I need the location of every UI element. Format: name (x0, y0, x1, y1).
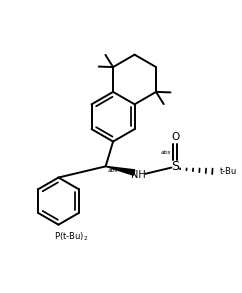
Polygon shape (106, 166, 135, 175)
Text: S: S (171, 160, 179, 173)
Text: abs: abs (108, 168, 118, 173)
Text: abs: abs (161, 150, 172, 155)
Text: NH: NH (130, 170, 145, 180)
Text: O: O (171, 132, 179, 142)
Text: t-Bu: t-Bu (220, 167, 237, 176)
Text: P(t-Bu)$_2$: P(t-Bu)$_2$ (54, 231, 88, 243)
